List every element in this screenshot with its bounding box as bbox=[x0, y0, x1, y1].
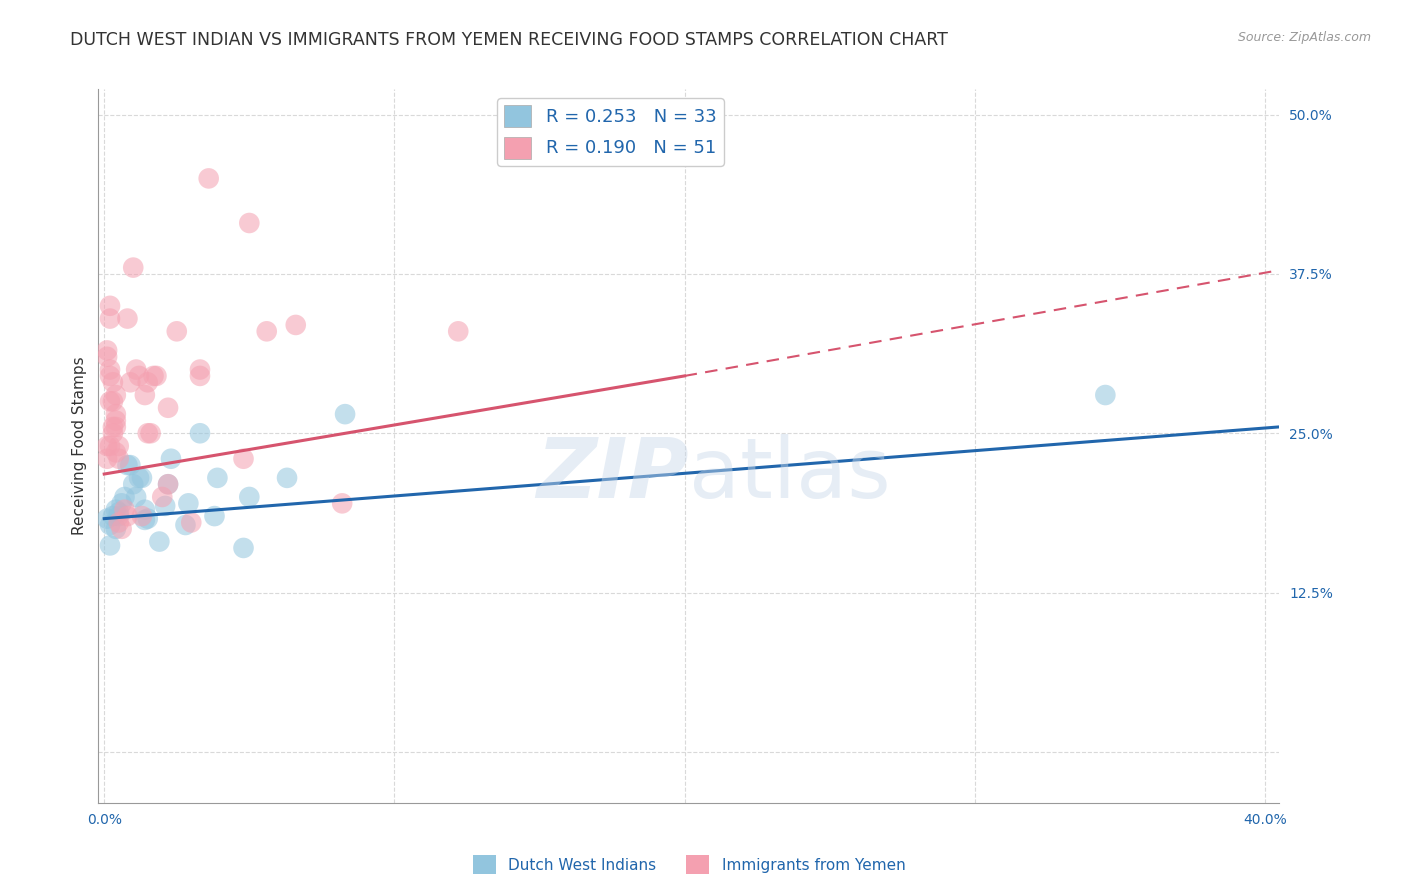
Legend: R = 0.253   N = 33, R = 0.190   N = 51: R = 0.253 N = 33, R = 0.190 N = 51 bbox=[498, 98, 724, 166]
Point bbox=[238, 216, 260, 230]
Point bbox=[204, 509, 226, 524]
Point bbox=[333, 407, 356, 421]
Point bbox=[188, 426, 211, 441]
Point bbox=[104, 445, 127, 459]
Point bbox=[104, 388, 127, 402]
Point bbox=[1094, 388, 1116, 402]
Point bbox=[111, 522, 134, 536]
Point bbox=[256, 324, 278, 338]
Point bbox=[188, 368, 211, 383]
Point bbox=[131, 471, 153, 485]
Point bbox=[128, 368, 150, 383]
Point bbox=[107, 509, 129, 524]
Point bbox=[114, 490, 136, 504]
Point bbox=[96, 451, 118, 466]
Point bbox=[98, 518, 121, 533]
Point bbox=[131, 509, 153, 524]
Point bbox=[98, 368, 121, 383]
Point bbox=[98, 299, 121, 313]
Point bbox=[104, 522, 127, 536]
Point bbox=[166, 324, 188, 338]
Point bbox=[107, 505, 129, 519]
Point bbox=[232, 451, 254, 466]
Point bbox=[114, 502, 136, 516]
Point bbox=[128, 471, 150, 485]
Point bbox=[160, 451, 183, 466]
Point bbox=[238, 490, 260, 504]
Point bbox=[148, 534, 170, 549]
Point bbox=[122, 260, 145, 275]
Point bbox=[117, 509, 139, 524]
Point bbox=[101, 509, 124, 524]
Point bbox=[117, 311, 139, 326]
Point bbox=[447, 324, 470, 338]
Point bbox=[136, 376, 159, 390]
Point bbox=[177, 496, 200, 510]
Point bbox=[117, 458, 139, 472]
Point bbox=[96, 439, 118, 453]
Point bbox=[207, 471, 229, 485]
Point bbox=[174, 518, 197, 533]
Point bbox=[101, 420, 124, 434]
Text: ZIP: ZIP bbox=[536, 434, 689, 515]
Point bbox=[107, 439, 129, 453]
Point bbox=[98, 538, 121, 552]
Point bbox=[104, 420, 127, 434]
Y-axis label: Receiving Food Stamps: Receiving Food Stamps bbox=[72, 357, 87, 535]
Point bbox=[122, 477, 145, 491]
Point bbox=[104, 407, 127, 421]
Point bbox=[197, 171, 219, 186]
Point bbox=[96, 343, 118, 358]
Point bbox=[157, 477, 180, 491]
Point bbox=[104, 413, 127, 427]
Point bbox=[111, 496, 134, 510]
Point bbox=[142, 368, 165, 383]
Legend: Dutch West Indians, Immigrants from Yemen: Dutch West Indians, Immigrants from Yeme… bbox=[467, 849, 911, 880]
Point bbox=[330, 496, 353, 510]
Point bbox=[104, 502, 127, 516]
Point bbox=[150, 490, 173, 504]
Point bbox=[98, 311, 121, 326]
Point bbox=[153, 499, 176, 513]
Point bbox=[120, 458, 142, 472]
Text: Source: ZipAtlas.com: Source: ZipAtlas.com bbox=[1237, 31, 1371, 45]
Point bbox=[125, 362, 148, 376]
Point bbox=[284, 318, 307, 332]
Point bbox=[98, 362, 121, 376]
Text: atlas: atlas bbox=[689, 434, 890, 515]
Point bbox=[157, 477, 180, 491]
Point bbox=[157, 401, 180, 415]
Point bbox=[180, 516, 202, 530]
Point bbox=[96, 511, 118, 525]
Text: DUTCH WEST INDIAN VS IMMIGRANTS FROM YEMEN RECEIVING FOOD STAMPS CORRELATION CHA: DUTCH WEST INDIAN VS IMMIGRANTS FROM YEM… bbox=[70, 31, 948, 49]
Point bbox=[145, 368, 167, 383]
Point bbox=[120, 376, 142, 390]
Point bbox=[232, 541, 254, 555]
Point bbox=[107, 516, 129, 530]
Point bbox=[125, 490, 148, 504]
Point bbox=[134, 502, 156, 516]
Point bbox=[139, 426, 162, 441]
Point bbox=[134, 388, 156, 402]
Point bbox=[101, 376, 124, 390]
Point bbox=[98, 439, 121, 453]
Point bbox=[188, 362, 211, 376]
Point bbox=[107, 451, 129, 466]
Point bbox=[136, 511, 159, 525]
Point bbox=[96, 350, 118, 364]
Point bbox=[134, 513, 156, 527]
Point bbox=[101, 394, 124, 409]
Point bbox=[98, 394, 121, 409]
Point bbox=[276, 471, 298, 485]
Point bbox=[101, 426, 124, 441]
Point bbox=[136, 426, 159, 441]
